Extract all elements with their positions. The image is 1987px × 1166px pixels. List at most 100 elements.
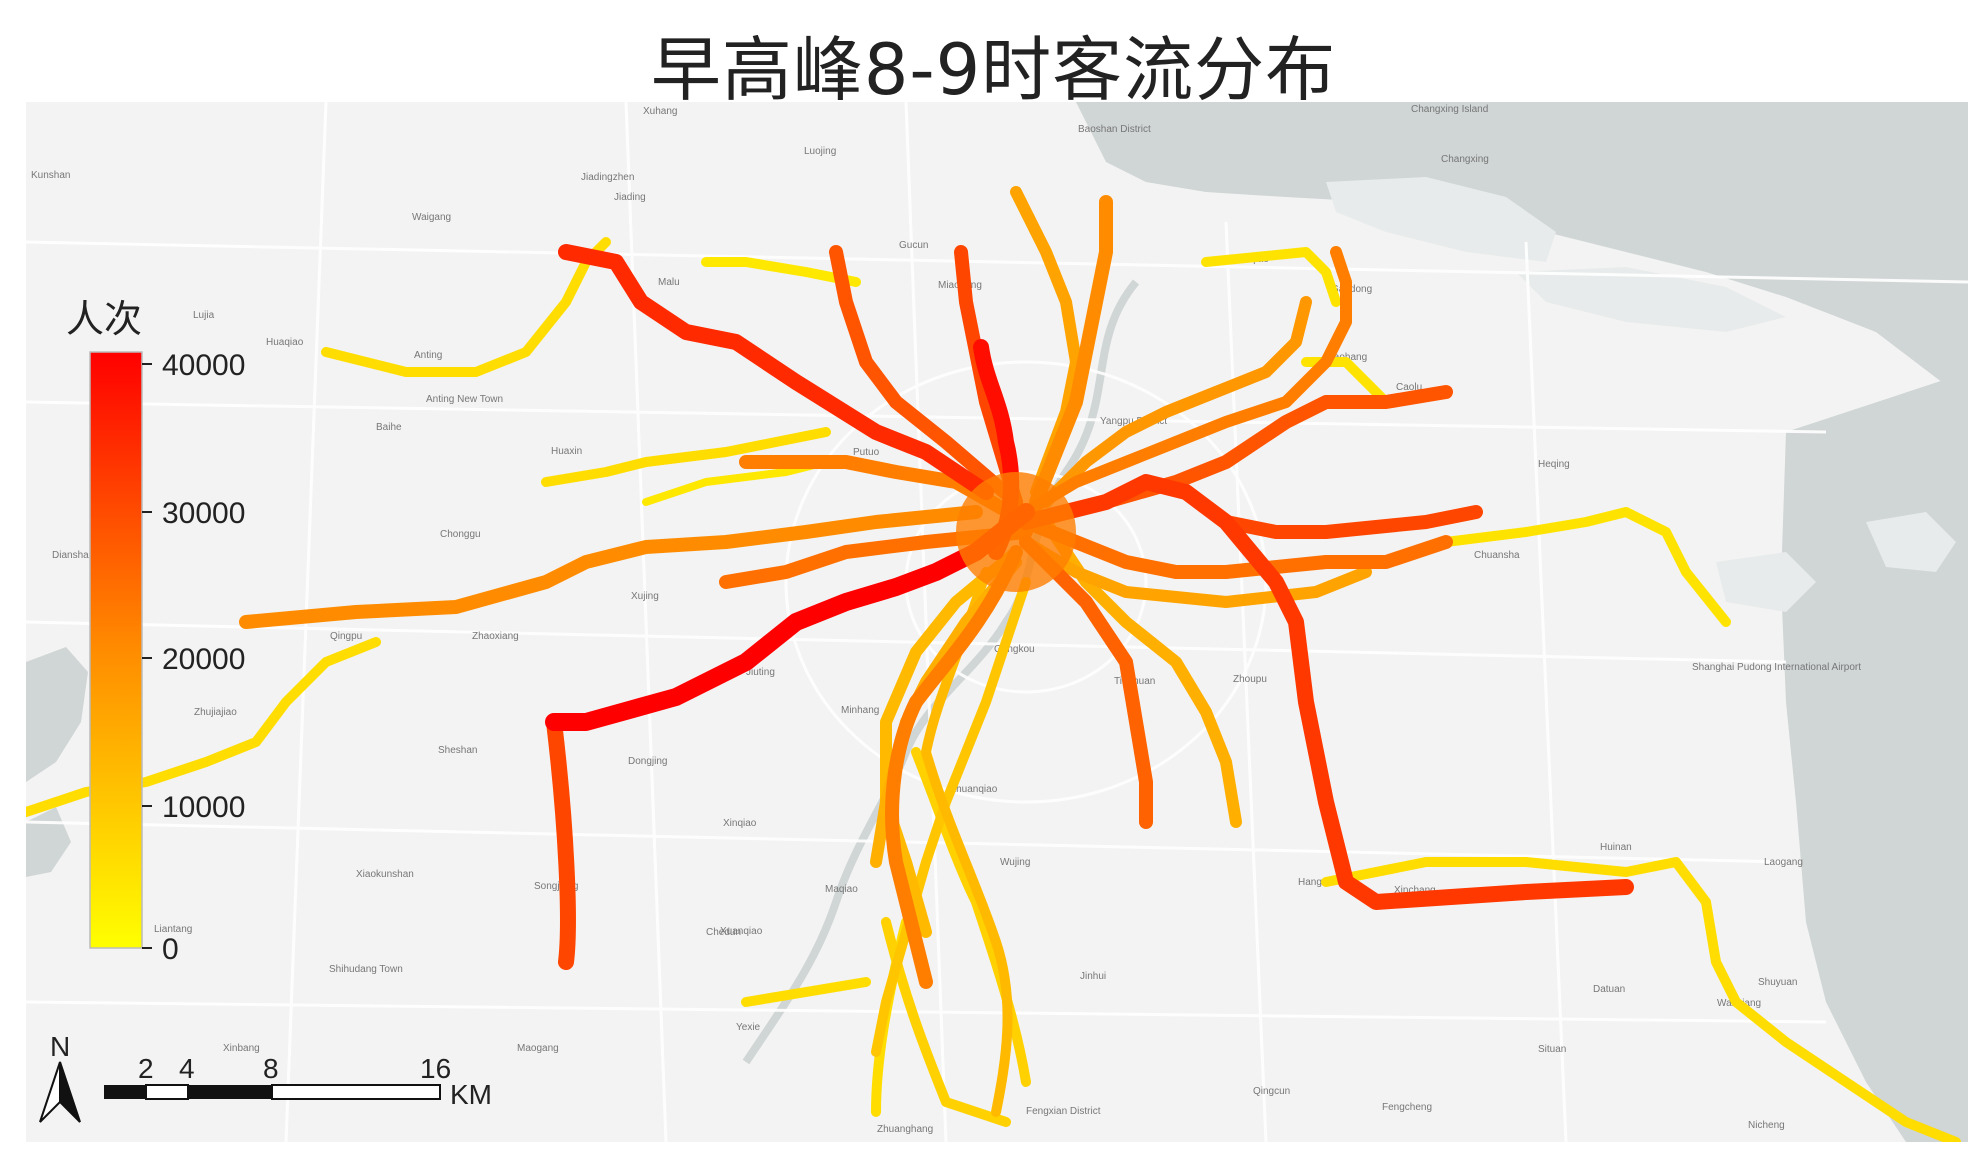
place-label: Maogang [517,1043,559,1054]
metro-line[interactable] [921,567,1013,1117]
metro-line[interactable] [1018,474,1634,910]
place-label: Liantang [154,924,192,935]
place-label: Huaqiao [266,337,304,348]
scale-unit: KM [450,1079,492,1110]
place-label: Sheshan [438,745,477,756]
place-labels: Changxing Island Changxing Baoshan Distric… [31,104,1861,1135]
place-label: Situan [1538,1044,1566,1055]
place-label: Fengxian District [1026,1106,1101,1117]
place-label: Anting [414,350,442,361]
central-hub [956,472,1076,592]
place-label: Xiaokunshan [356,869,414,880]
place-label: Zhuanghang [877,1124,933,1135]
place-label: Nicheng [1748,1120,1785,1131]
place-label: Zhoupu [1233,674,1267,685]
place-label: Xinbang [223,1043,260,1054]
place-label: Xujing [631,591,659,602]
scale-tick-label: 2 [138,1053,154,1084]
place-label: Qingcun [1253,1086,1290,1097]
legend-tick-label: 40000 [162,349,245,382]
north-label: N [50,1031,70,1062]
metro-line[interactable] [880,546,1022,938]
metro-line[interactable] [911,747,1031,1087]
place-label: Yexie [736,1022,761,1033]
legend-tick-label: 10000 [162,791,245,824]
place-label: Luojing [804,146,836,157]
place-label: Baihe [376,422,402,433]
scale-tick-label: 4 [179,1053,195,1084]
place-label: Xinchang [1394,885,1436,896]
place-label: Lujia [193,310,215,321]
place-label: Waigang [412,212,451,223]
metro-line[interactable] [885,545,1023,989]
legend-tick-label: 30000 [162,497,245,530]
place-label: Gangkou [994,644,1035,655]
place-label: Dongjing [628,756,667,767]
metro-line[interactable] [829,245,1023,509]
metro-line[interactable] [1020,536,1372,608]
place-label: Zhaoxiang [472,631,519,642]
place-label: Kunshan [31,170,70,181]
scale-tick-label: 8 [263,1053,279,1084]
metro-line[interactable] [1040,296,1312,508]
metro-line[interactable] [741,977,871,1007]
place-label: Chonggu [440,529,481,540]
place-label: Jiuting [746,667,775,678]
place-label: Minhang [841,705,879,716]
place-label: Huinan [1600,842,1632,853]
scale-tick-label: 16 [420,1053,451,1084]
place-label: Fengcheng [1382,1102,1432,1113]
scale-bar: 2 4 8 16 KM [104,1053,492,1110]
place-label: Caolu [1396,382,1422,393]
legend-colorbar [89,351,143,949]
metro-line[interactable] [546,714,576,970]
legend-tick-label: 0 [162,933,179,966]
place-label: Shanghai Pudong International Airport [1692,662,1861,673]
place-label: Heqing [1538,459,1570,470]
place-label: Changxing Island [1411,104,1488,115]
metro-line[interactable] [1019,515,1453,579]
metro-line[interactable] [1441,507,1731,627]
metro-line[interactable] [881,917,1011,1127]
place-label: Shuyuan [1758,977,1797,988]
metro-line[interactable] [541,427,831,487]
place-label: Maqiao [825,884,858,895]
metro-line[interactable] [1219,505,1483,539]
place-label: Dianshanhu [52,550,105,561]
huangpu-river [742,279,1140,1065]
place-label: Huaxin [551,446,582,457]
metro-line[interactable] [1029,195,1113,509]
place-label: Anting New Town [426,394,503,405]
legend: 人次 40000 30000 20000 10000 0 [66,299,245,966]
metro-line[interactable] [1019,535,1153,829]
place-label: Chedun [706,927,741,938]
place-label: Zhujiajiao [194,707,237,718]
place-label: Xuanqiao [720,926,763,937]
metro-line[interactable] [1020,246,1352,518]
place-label: Malu [658,277,680,288]
metro-line[interactable] [239,505,983,629]
metro-line[interactable] [1201,247,1341,307]
metro-line[interactable] [1321,857,1961,1147]
metro-line[interactable] [558,244,994,500]
estuary-islands [1326,177,1956,612]
place-label: Wujing [1000,857,1030,868]
place-label: Shihudang Town [329,964,403,975]
legend-tick-label: 20000 [162,643,245,676]
place-label: Hangtou [1298,877,1336,888]
metro-line[interactable] [871,577,1031,1057]
place-label: Xinqiao [723,818,757,829]
place-label: Laogang [1764,857,1803,868]
place-label: Gucun [899,240,928,251]
place-label: Jiading [614,192,646,203]
map-panel[interactable]: Changxing Island Changxing Baoshan Distric… [21,101,1969,1147]
place-label: Jinhui [1080,971,1106,982]
north-arrow: N [39,1031,81,1123]
map-title: 早高峰8-9时客流分布 [650,29,1337,111]
place-label: Zhuanqiao [950,784,998,795]
place-label: Baoshan District [1078,124,1151,135]
place-label: Xuhang [643,106,677,117]
place-label: Chuansha [1474,550,1520,561]
metro-line[interactable] [701,257,861,287]
place-label: Putuo [853,447,880,458]
